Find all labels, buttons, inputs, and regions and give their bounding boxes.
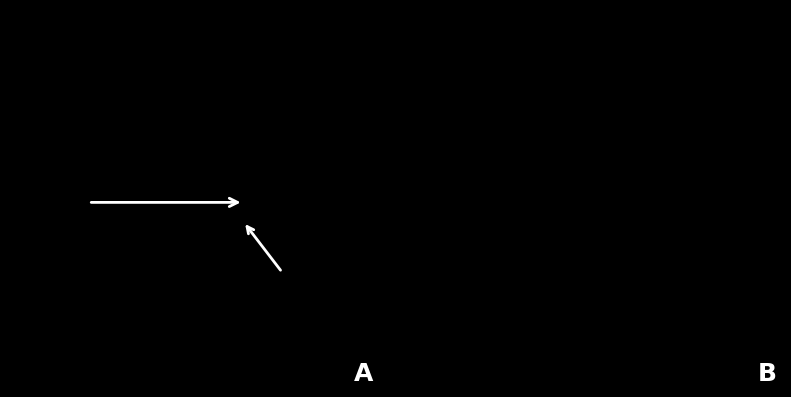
- Text: A: A: [354, 362, 373, 385]
- Text: B: B: [757, 362, 777, 385]
